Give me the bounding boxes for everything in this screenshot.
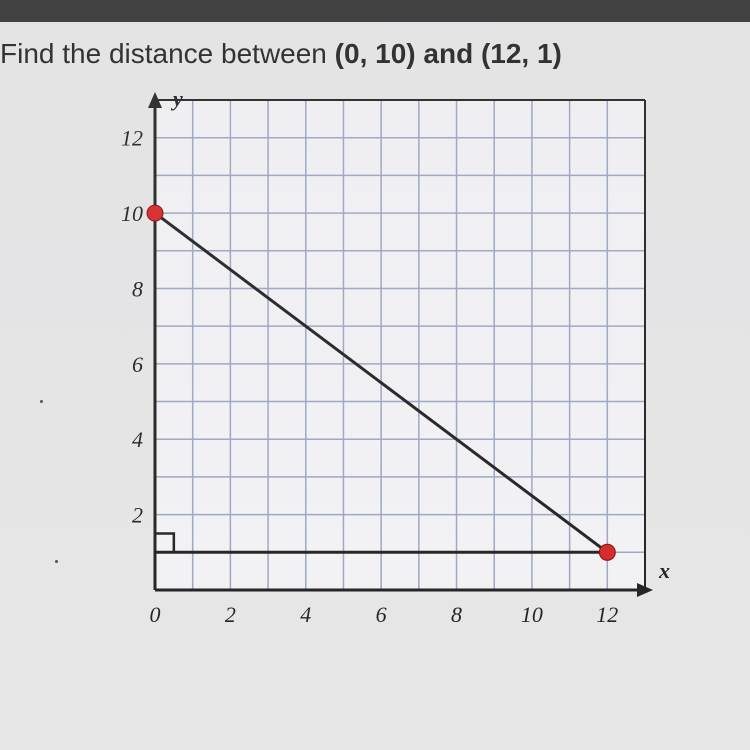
svg-text:4: 4	[132, 427, 143, 452]
question-conjunction: and	[416, 38, 481, 69]
svg-text:8: 8	[132, 276, 143, 301]
svg-text:2: 2	[132, 503, 143, 528]
svg-text:0: 0	[150, 602, 161, 627]
svg-text:12: 12	[596, 602, 618, 627]
question-text: Find the distance between (0, 10) and (1…	[0, 38, 562, 70]
svg-text:6: 6	[132, 352, 143, 377]
svg-text:4: 4	[300, 602, 311, 627]
svg-text:12: 12	[121, 126, 143, 151]
svg-text:10: 10	[121, 201, 143, 226]
svg-text:2: 2	[225, 602, 236, 627]
dust-speck	[55, 560, 58, 563]
svg-text:x: x	[658, 558, 670, 583]
question-point2: (12, 1)	[481, 38, 562, 69]
top-bar	[0, 0, 750, 22]
dust-speck	[40, 400, 43, 403]
svg-text:6: 6	[376, 602, 387, 627]
question-prefix: Find the distance between	[0, 38, 335, 69]
chart-svg: 02468101224681012yx	[110, 90, 690, 670]
svg-text:8: 8	[451, 602, 462, 627]
question-point1: (0, 10)	[335, 38, 416, 69]
svg-text:10: 10	[521, 602, 543, 627]
coordinate-chart: 02468101224681012yx	[110, 90, 690, 670]
